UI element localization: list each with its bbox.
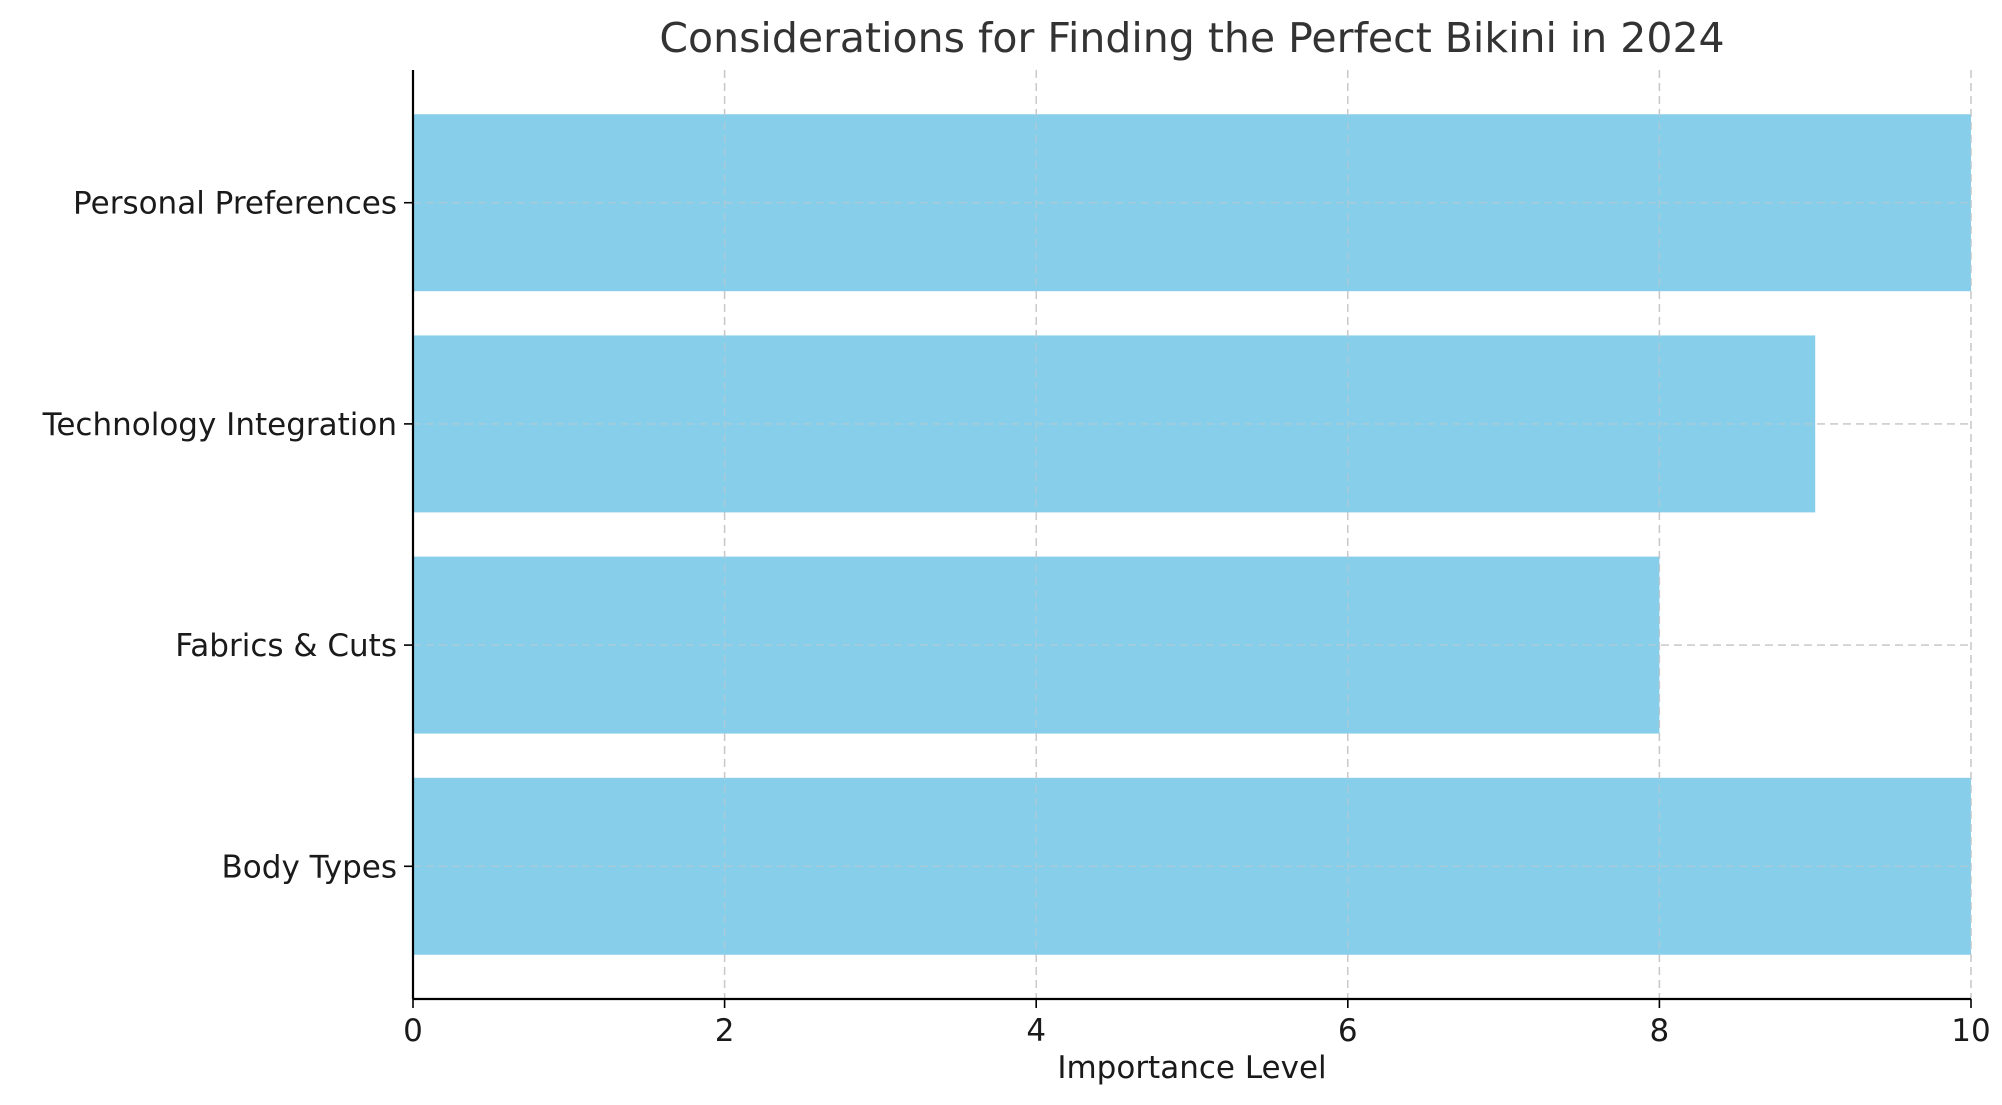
bars xyxy=(412,70,1972,999)
y-tick-label: Personal Preferences xyxy=(73,186,397,222)
x-axis-ticks: 0 2 4 6 8 10 xyxy=(403,999,1991,1049)
x-tick-label: 6 xyxy=(1338,1013,1358,1049)
y-axis-ticks: Body Types Fabrics & Cuts Technology Integ… xyxy=(42,186,413,885)
x-tick-label: 0 xyxy=(403,1013,423,1049)
x-tick-label: 4 xyxy=(1026,1013,1046,1049)
y-tick-label: Fabrics & Cuts xyxy=(175,628,397,664)
bar xyxy=(413,335,1816,513)
x-axis-label: Importance Level xyxy=(1057,1050,1326,1086)
y-tick-label: Technology Integration xyxy=(42,407,397,443)
x-tick-label: 10 xyxy=(1951,1013,1990,1049)
y-tick-label: Body Types xyxy=(222,849,397,885)
bar xyxy=(413,777,1971,955)
axis-spines xyxy=(411,70,1971,1001)
x-tick-label: 8 xyxy=(1650,1013,1670,1049)
bar xyxy=(413,114,1971,292)
chart-title: Considerations for Finding the Perfect B… xyxy=(659,14,1724,62)
x-tick-label: 2 xyxy=(715,1013,735,1049)
